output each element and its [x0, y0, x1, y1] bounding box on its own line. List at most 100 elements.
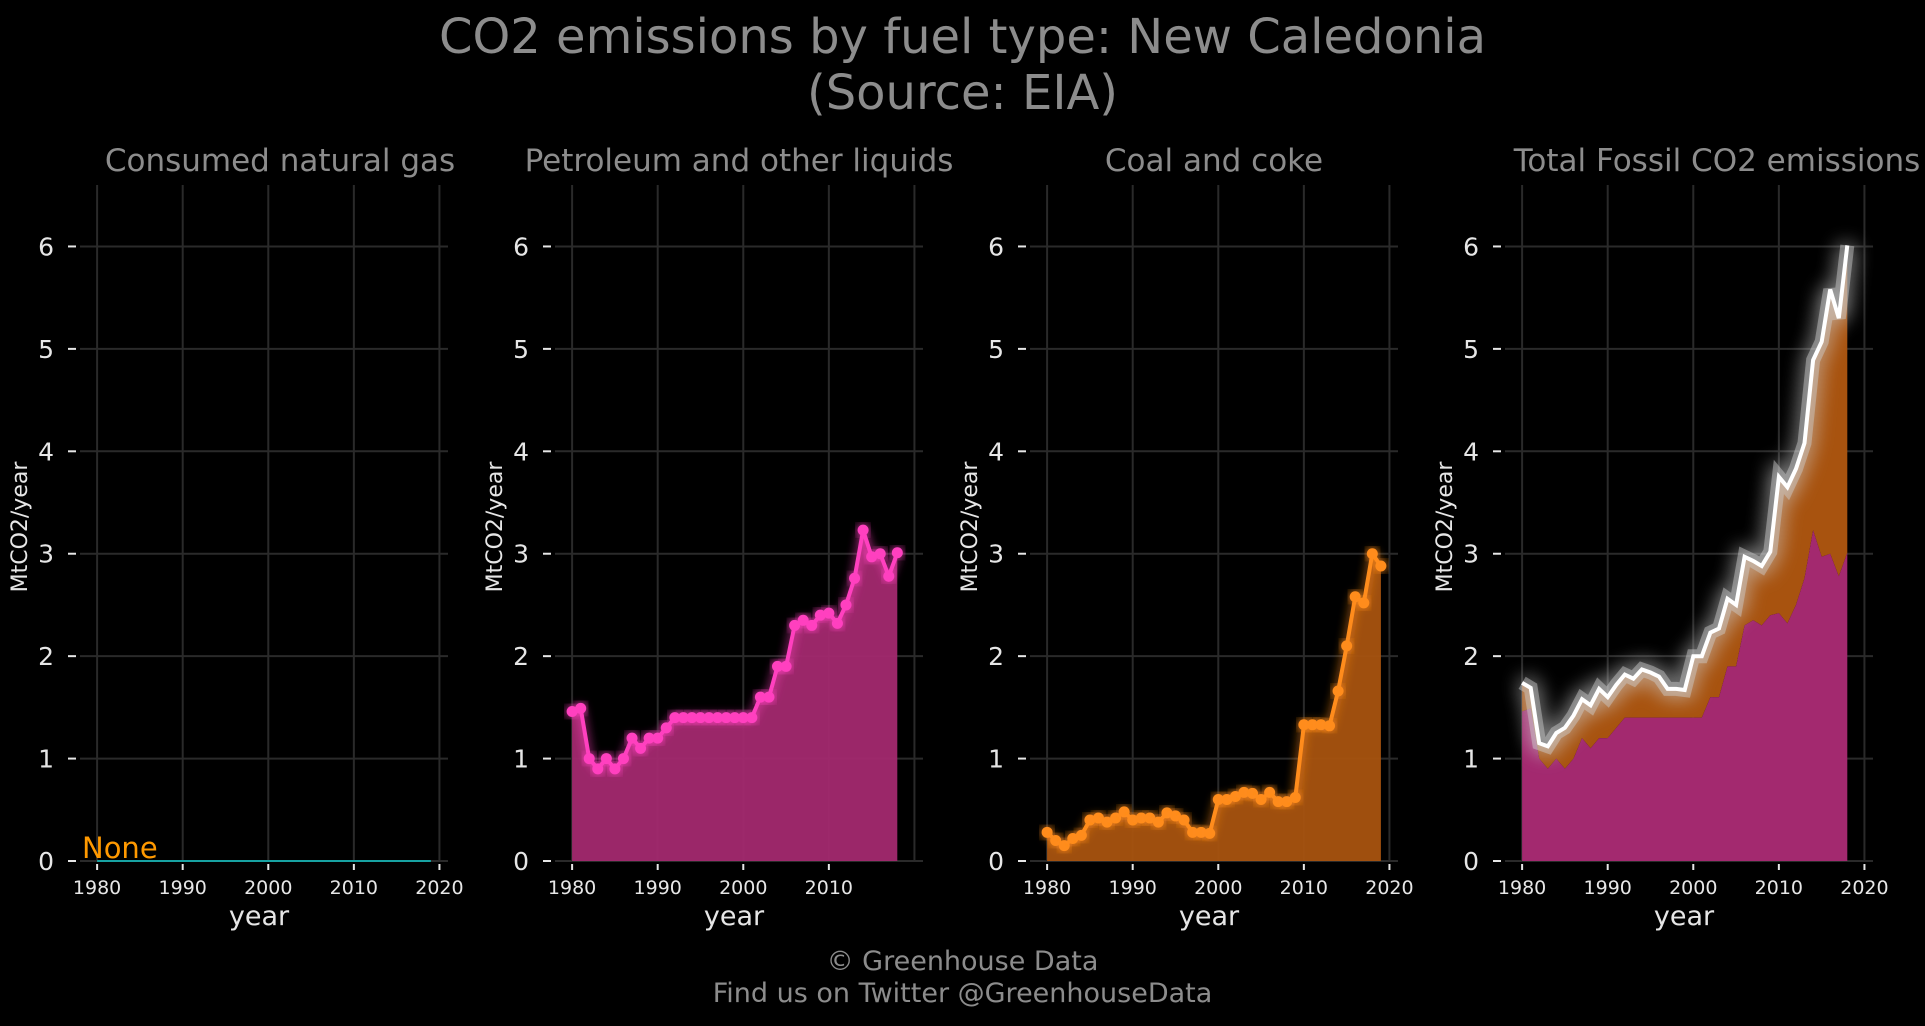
data-point: [652, 732, 664, 744]
data-point: [1152, 816, 1164, 828]
y-axis-label: MtCO2/year: [1433, 461, 1458, 593]
data-point: [1212, 794, 1224, 806]
x-tick-label: 1980: [548, 877, 596, 899]
y-tick-label: 6: [988, 232, 1004, 261]
data-point: [575, 702, 587, 714]
data-point: [1238, 786, 1250, 798]
x-axis-label: year: [1179, 901, 1240, 932]
y-tick-label: 0: [1463, 847, 1479, 876]
y-tick-label: 3: [513, 540, 529, 569]
data-point: [1135, 812, 1147, 824]
panel-4: Total Fossil CO2 emissions 0 1 2 3 4 5 6 1980 199…: [1433, 143, 1920, 932]
data-point: [789, 619, 801, 631]
y-tick-label: 5: [1463, 335, 1479, 364]
data-point: [780, 660, 792, 672]
x-tick-label: 2010: [1755, 877, 1803, 899]
data-point: [1289, 791, 1301, 803]
data-point: [1298, 719, 1310, 731]
x-tick-label: 1980: [1498, 877, 1546, 899]
y-tick-label: 1: [38, 745, 54, 774]
panel-1: Consumed natural gas 0 1 2 3 4 5 6 1980 1990 2000 2…: [8, 143, 464, 932]
data-point: [1306, 719, 1318, 731]
y-axis-label: MtCO2/year: [8, 461, 33, 593]
data-point: [1247, 787, 1259, 799]
x-tick-label: 1980: [1023, 877, 1071, 899]
y-tick-label: 6: [38, 232, 54, 261]
y-tick-label: 1: [1463, 745, 1479, 774]
data-point: [1264, 786, 1276, 798]
data-point: [1272, 796, 1284, 808]
data-point: [609, 763, 621, 775]
data-point: [635, 742, 647, 754]
data-point: [600, 753, 612, 765]
data-point: [1084, 814, 1096, 826]
y-tick-label: 5: [988, 335, 1004, 364]
data-point: [1255, 794, 1267, 806]
data-point: [712, 712, 724, 724]
data-point: [729, 712, 741, 724]
data-point: [1187, 826, 1199, 838]
panel-title: Total Fossil CO2 emissions: [1513, 143, 1921, 179]
data-point: [703, 712, 715, 724]
data-point: [1092, 812, 1104, 824]
x-tick-label: 2010: [1280, 877, 1328, 899]
x-tick-label: 1990: [634, 877, 682, 899]
data-point: [806, 619, 818, 631]
y-axis-label: MtCO2/year: [483, 461, 508, 593]
data-point: [1375, 560, 1387, 572]
total-line: [1521, 245, 1850, 749]
data-point: [857, 524, 869, 536]
data-point: [1058, 840, 1070, 852]
data-point: [849, 572, 861, 584]
panel-title: Petroleum and other liquids: [525, 143, 954, 179]
data-point: [1366, 548, 1378, 560]
y-tick-label: 1: [513, 745, 529, 774]
panel-2: Petroleum and other liquids 0 1 2 3 4 5 6 1980 19…: [483, 143, 953, 932]
footer-twitter: Find us on Twitter @GreenhouseData: [712, 978, 1213, 1009]
x-tick-label: 2000: [244, 877, 292, 899]
data-point: [1281, 796, 1293, 808]
series-area: [572, 530, 898, 861]
data-point: [874, 548, 886, 560]
y-tick-label: 5: [38, 335, 54, 364]
y-tick-label: 2: [513, 642, 529, 671]
x-tick-label: 2000: [1669, 877, 1717, 899]
data-point: [1195, 826, 1207, 838]
y-tick-label: 6: [513, 232, 529, 261]
x-tick-label: 2020: [1365, 877, 1413, 899]
data-point: [566, 705, 578, 717]
y-tick-label: 0: [38, 847, 54, 876]
chart-title: CO2 emissions by fuel type: New Caledoni…: [438, 9, 1487, 65]
data-point: [1332, 685, 1344, 697]
data-point: [1127, 814, 1139, 826]
data-point: [1075, 829, 1087, 841]
data-point: [840, 599, 852, 611]
none-annotation: None: [82, 831, 158, 865]
data-point: [626, 732, 638, 744]
data-point: [1204, 827, 1216, 839]
x-tick-label: 1980: [73, 877, 121, 899]
data-point: [617, 753, 629, 765]
y-axis-label: MtCO2/year: [958, 461, 983, 593]
y-tick-label: 3: [988, 540, 1004, 569]
data-point: [583, 753, 595, 765]
data-point: [737, 712, 749, 724]
y-tick-label: 5: [513, 335, 529, 364]
data-point: [1118, 806, 1130, 818]
y-tick-label: 4: [38, 437, 54, 466]
y-tick-label: 4: [988, 437, 1004, 466]
y-tick-label: 2: [988, 642, 1004, 671]
data-point: [883, 570, 895, 582]
x-tick-label: 2020: [415, 877, 463, 899]
y-tick-label: 3: [38, 540, 54, 569]
data-point: [1178, 814, 1190, 826]
data-point: [694, 712, 706, 724]
data-point: [1341, 640, 1353, 652]
y-tick-label: 6: [1463, 232, 1479, 261]
x-axis-label: year: [1654, 901, 1715, 932]
data-point: [1349, 591, 1361, 603]
y-tick-label: 4: [513, 437, 529, 466]
stacked-area-petroleum: [1522, 530, 1848, 861]
data-point: [1067, 832, 1079, 844]
